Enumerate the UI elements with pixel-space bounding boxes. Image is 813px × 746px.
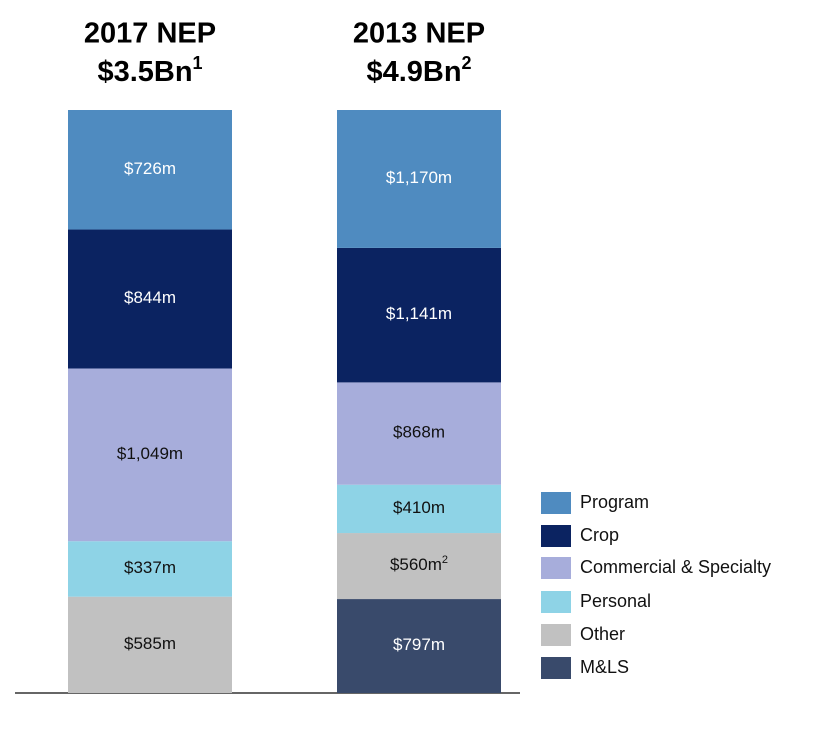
value-label: $560m2	[390, 554, 448, 575]
value-text: $1,141m	[386, 305, 452, 324]
bar-segment	[337, 533, 501, 600]
bar-segment	[68, 596, 232, 693]
value-label: $585m	[124, 634, 176, 653]
value-text: $868m	[393, 423, 445, 442]
total-label: $3.5Bn1	[97, 53, 202, 88]
bar-segment	[337, 110, 501, 248]
value-label: $1,049m	[117, 444, 183, 463]
total-value: $4.9Bn	[366, 56, 461, 88]
value-label: $337m	[124, 558, 176, 577]
value-label: $1,170m	[386, 168, 452, 187]
bar-segment	[68, 229, 232, 369]
bar-segment	[68, 110, 232, 230]
footnote: 2	[442, 554, 448, 566]
legend-label: Commercial & Specialty	[580, 557, 771, 577]
bar-segment	[337, 382, 501, 485]
legend-label: M&LS	[580, 657, 629, 677]
value-label: $868m	[393, 423, 445, 442]
value-label: $410m	[393, 498, 445, 517]
legend-label: Program	[580, 492, 649, 512]
value-text: $844m	[124, 288, 176, 307]
footnote: 2	[462, 53, 472, 73]
legend-swatch	[541, 657, 571, 679]
legend-label: Other	[580, 624, 625, 644]
legend-swatch	[541, 557, 571, 579]
value-text: $560m	[390, 556, 442, 575]
value-label: $726m	[124, 159, 176, 178]
value-text: $1,049m	[117, 444, 183, 463]
legend-swatch	[541, 624, 571, 646]
legend-swatch	[541, 591, 571, 613]
value-text: $585m	[124, 634, 176, 653]
footnote: 1	[193, 53, 203, 73]
legend-swatch	[541, 492, 571, 514]
value-label: $844m	[124, 288, 176, 307]
bar-segment	[337, 247, 501, 383]
legend-label: Personal	[580, 591, 651, 611]
value-text: $726m	[124, 159, 176, 178]
legend-swatch	[541, 525, 571, 547]
bar-segment	[337, 599, 501, 693]
value-label: $1,141m	[386, 305, 452, 324]
total-label: $4.9Bn2	[366, 53, 471, 88]
category-label: 2017 NEP	[84, 18, 216, 50]
category-label: 2013 NEP	[353, 18, 485, 50]
value-text: $1,170m	[386, 168, 452, 187]
value-text: $797m	[393, 636, 445, 655]
value-label: $797m	[393, 636, 445, 655]
bar-segment	[68, 368, 232, 542]
bar-segment	[337, 484, 501, 534]
value-text: $337m	[124, 558, 176, 577]
total-value: $3.5Bn	[97, 56, 192, 88]
legend-label: Crop	[580, 525, 619, 545]
value-text: $410m	[393, 498, 445, 517]
bar-segment	[68, 541, 232, 597]
